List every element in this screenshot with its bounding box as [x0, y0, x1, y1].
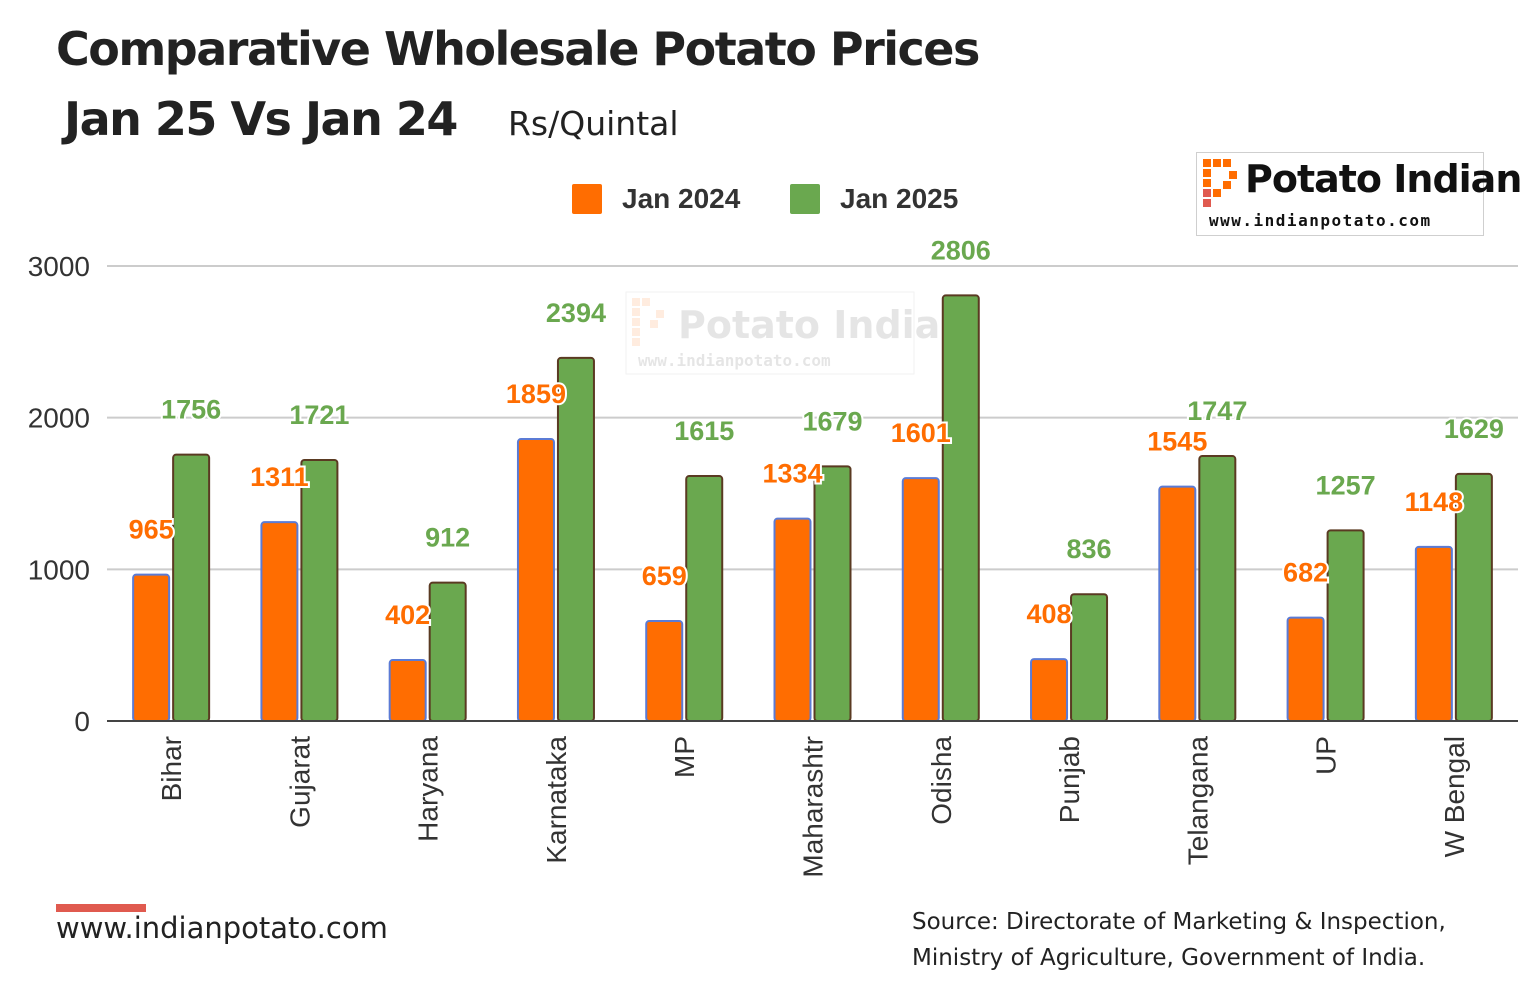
brand-logo: Potato Indian www.indianpotato.com [1196, 152, 1522, 236]
bar-chart: Potato Indian www.indianpotato.com Jan 2… [28, 183, 1518, 878]
chart-title: Comparative Wholesale Potato Prices [56, 22, 980, 76]
watermark-url: www.indianpotato.com [638, 351, 831, 370]
legend: Jan 2024 Jan 2025 [572, 183, 958, 214]
legend-swatch-jan-2024 [572, 184, 602, 214]
watermark-logo-icon [632, 298, 664, 346]
bar-jan-2024 [901, 477, 940, 722]
x-tick-label: Haryana [413, 736, 444, 842]
bar-jan-2024 [773, 517, 812, 723]
data-label-jan-2025: 2806 [931, 235, 991, 265]
x-tick-label: Punjab [1054, 736, 1085, 823]
bars [132, 294, 1493, 723]
bar-jan-2024 [516, 438, 555, 722]
y-axis: 0 1000 2000 3000 [28, 251, 1518, 737]
footer-accent-bar [56, 904, 146, 912]
legend-label-jan-2025: Jan 2025 [840, 183, 958, 214]
data-label-jan-2025: 1756 [161, 395, 221, 425]
y-tick-label: 1000 [28, 554, 90, 585]
y-tick-label: 0 [74, 706, 90, 737]
data-label-jan-2025: 1615 [674, 416, 734, 446]
legend-swatch-jan-2025 [790, 184, 820, 214]
data-label-jan-2024: 1148 [1405, 487, 1464, 517]
bar-jan-2025 [172, 453, 211, 722]
logo-name: Potato Indian [1245, 157, 1522, 201]
bar-jan-2025 [1326, 529, 1365, 722]
data-label-jan-2025: 2394 [546, 298, 606, 328]
y-tick-label: 3000 [28, 251, 90, 282]
data-label-jan-2024: 1601 [891, 418, 951, 448]
data-labels: 965 1756 1311 1721 402 912 1859 2394 659 1615 1334… [127, 233, 1506, 632]
data-label-jan-2024: 408 [1027, 599, 1072, 629]
bar-jan-2025 [941, 294, 980, 722]
logo-mark-icon [1203, 159, 1237, 207]
x-tick-label: Odisha [926, 736, 957, 825]
x-tick-label: Maharashtr [798, 736, 829, 878]
bar-jan-2024 [260, 521, 299, 722]
data-label-jan-2024: 1545 [1147, 427, 1207, 457]
bar-jan-2024 [1030, 658, 1069, 722]
x-tick-label: UP [1311, 736, 1342, 775]
data-label-jan-2025: 1721 [289, 400, 349, 430]
watermark: Potato Indian www.indianpotato.com [625, 291, 967, 375]
x-axis: Bihar Gujarat Haryana Karnataka MP Maharashtr… [156, 736, 1470, 878]
bar-jan-2024 [1286, 616, 1325, 723]
data-label-jan-2024: 659 [642, 561, 687, 591]
data-label-jan-2024: 1334 [762, 459, 822, 489]
watermark-name: Potato Indian [678, 303, 967, 347]
y-tick-label: 2000 [28, 403, 90, 434]
bar-jan-2025 [1070, 593, 1109, 722]
x-tick-label: W Bengal [1439, 736, 1470, 857]
data-label-jan-2024: 682 [1283, 558, 1328, 588]
bar-jan-2025 [1198, 455, 1237, 722]
bar-jan-2025 [685, 475, 724, 722]
data-label-jan-2024: 402 [385, 600, 430, 630]
x-tick-label: Karnataka [541, 736, 572, 864]
data-label-jan-2025: 1747 [1187, 396, 1247, 426]
bar-jan-2025 [556, 356, 595, 722]
data-label-jan-2024: 1311 [250, 462, 309, 492]
bar-jan-2024 [132, 573, 171, 722]
legend-label-jan-2024: Jan 2024 [622, 183, 741, 214]
bar-jan-2024 [388, 659, 427, 723]
bar-jan-2024 [1414, 545, 1453, 722]
bar-jan-2025 [300, 458, 339, 722]
x-tick-label: Bihar [156, 736, 187, 801]
x-tick-label: MP [669, 736, 700, 778]
source-line-2: Ministry of Agriculture, Government of I… [912, 945, 1426, 971]
source-line-1: Source: Directorate of Marketing & Inspe… [912, 909, 1446, 935]
unit-label: Rs/Quintal [508, 104, 679, 143]
bar-jan-2024 [1158, 485, 1197, 722]
bar-jan-2025 [428, 581, 467, 722]
x-tick-label: Gujarat [284, 736, 315, 828]
bar-jan-2024 [645, 620, 684, 723]
data-label-jan-2025: 1679 [802, 406, 862, 436]
data-label-jan-2024: 1859 [506, 379, 566, 409]
footer-url: www.indianpotato.com [56, 911, 388, 945]
logo-url: www.indianpotato.com [1209, 211, 1432, 230]
data-label-jan-2025: 1257 [1316, 470, 1376, 500]
data-label-jan-2024: 965 [129, 515, 174, 545]
data-label-jan-2025: 836 [1067, 534, 1112, 564]
source-note: Source: Directorate of Marketing & Inspe… [912, 904, 1522, 976]
bar-jan-2025 [813, 465, 852, 722]
data-label-jan-2025: 1629 [1444, 414, 1504, 444]
x-tick-label: Telangana [1182, 736, 1213, 866]
data-label-jan-2025: 912 [425, 523, 470, 553]
chart-subtitle: Jan 25 Vs Jan 24 [64, 92, 458, 146]
